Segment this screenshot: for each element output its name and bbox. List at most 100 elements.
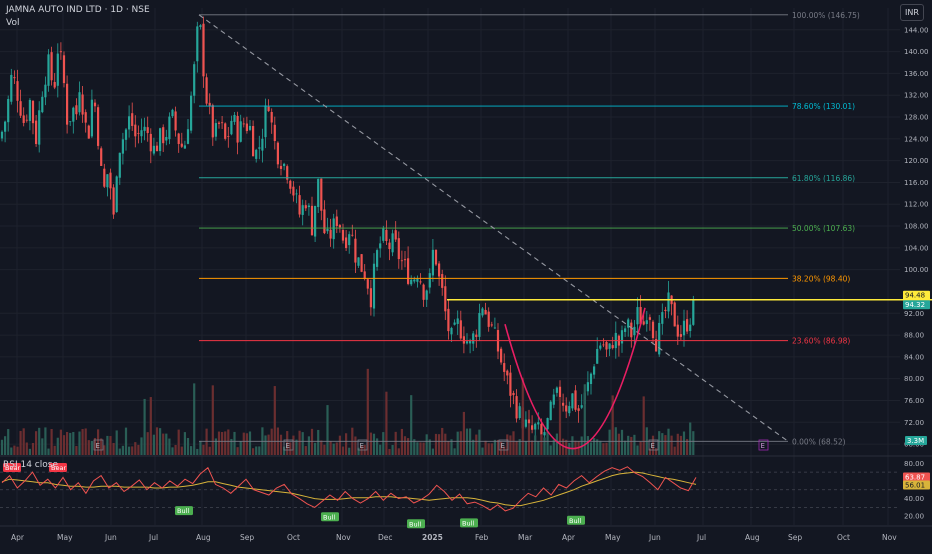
candle-body <box>481 308 484 316</box>
volume-bar <box>608 429 611 455</box>
volume-bar <box>25 442 28 455</box>
candle-body <box>363 271 366 280</box>
candle-body <box>128 116 131 130</box>
candle-body <box>183 145 186 149</box>
volume-bar <box>583 384 586 455</box>
candle-body <box>314 205 317 237</box>
volume-bar <box>394 431 397 455</box>
volume-bar <box>38 427 41 455</box>
candle-body <box>676 324 679 337</box>
price-axis-tick: 92.00 <box>904 310 924 318</box>
volume-bar <box>540 434 543 455</box>
volume-bar <box>314 442 317 455</box>
volume-bar <box>546 431 549 455</box>
candle-body <box>555 387 558 393</box>
candle-body <box>87 125 90 139</box>
volume-bar <box>509 435 512 455</box>
volume-bar <box>168 438 171 455</box>
volume-bar <box>143 398 146 455</box>
candle-body <box>484 309 487 315</box>
volume-bar <box>245 433 248 455</box>
candle-body <box>261 138 264 151</box>
volume-bar <box>301 432 304 455</box>
candle-body <box>400 260 403 262</box>
earnings-marker: E <box>758 439 769 451</box>
volume-bar <box>428 439 431 455</box>
candle-body <box>543 432 546 436</box>
volume-bar <box>341 446 345 455</box>
candle-body <box>422 284 425 300</box>
price-axis-tick: 104.00 <box>904 244 929 252</box>
candle-body <box>236 115 239 143</box>
volume-bar <box>620 429 624 455</box>
volume-bar <box>137 444 140 455</box>
volume-bar <box>639 441 642 455</box>
volume-bar <box>332 443 335 455</box>
volume-bar <box>295 439 298 455</box>
volume-bar <box>13 445 16 455</box>
price-axis-tick: 128.00 <box>904 114 929 122</box>
time-axis-tick: Dec <box>378 533 393 542</box>
candle-body <box>611 345 614 349</box>
time-axis-tick: Jun <box>648 533 661 542</box>
volume-bar <box>35 431 38 455</box>
volume-bar <box>376 438 379 455</box>
volume-bar <box>403 436 407 455</box>
candle-body <box>354 238 357 263</box>
candle-body <box>558 386 562 400</box>
candle-body <box>224 123 227 139</box>
fib-level-label: 50.00% (107.63) <box>792 224 855 233</box>
candle-body <box>410 279 413 285</box>
price-axis-tick: 124.00 <box>904 135 929 143</box>
candle-body <box>13 77 16 79</box>
volume-bar <box>329 440 332 455</box>
price-axis-tick: 108.00 <box>904 223 929 231</box>
volume-bar <box>679 435 682 455</box>
rsi-axis-tick: 20.00 <box>904 513 924 521</box>
candle-body <box>593 366 596 375</box>
volume-bar <box>180 446 183 455</box>
candle-body <box>407 258 410 284</box>
volume-bar <box>388 448 391 455</box>
volume-bar <box>416 442 419 455</box>
candle-body <box>348 234 351 246</box>
candle-body <box>326 229 329 232</box>
volume-bar <box>512 431 515 455</box>
price-axis-tick: 144.00 <box>904 26 929 34</box>
price-axis-tick: 120.00 <box>904 157 929 165</box>
candle-body <box>62 55 66 84</box>
candle-body <box>661 312 664 324</box>
candle-body <box>332 218 335 240</box>
time-axis-tick: Nov <box>336 533 351 542</box>
volume-bar <box>633 434 636 455</box>
volume-bar <box>109 436 112 455</box>
fib-level-label: 100.00% (146.75) <box>792 11 860 20</box>
volume-bar <box>444 433 447 455</box>
volume-bar <box>549 445 552 455</box>
currency-button[interactable]: INR <box>900 4 924 21</box>
candle-body <box>276 142 279 165</box>
candle-body <box>273 124 276 142</box>
volume-bar <box>56 437 59 455</box>
volume-bar <box>478 429 481 455</box>
candle-body <box>131 113 134 126</box>
candle-body <box>552 394 555 405</box>
volume-bar <box>571 436 574 455</box>
candle-body <box>159 128 162 152</box>
cup-pattern-arc <box>504 307 646 450</box>
earnings-marker: E <box>357 439 368 451</box>
candle-body <box>93 102 97 107</box>
candle-body <box>425 290 428 300</box>
candle-body <box>459 320 462 339</box>
candle-body <box>35 120 38 144</box>
price-axis-tick: 100.00 <box>904 266 929 274</box>
candle-body <box>320 178 323 211</box>
volume-bar <box>670 435 673 455</box>
volume-bar <box>496 439 500 455</box>
volume-bar <box>267 434 270 455</box>
candle-body <box>515 396 518 419</box>
candle-body <box>589 373 593 385</box>
svg-text:E: E <box>761 442 765 450</box>
